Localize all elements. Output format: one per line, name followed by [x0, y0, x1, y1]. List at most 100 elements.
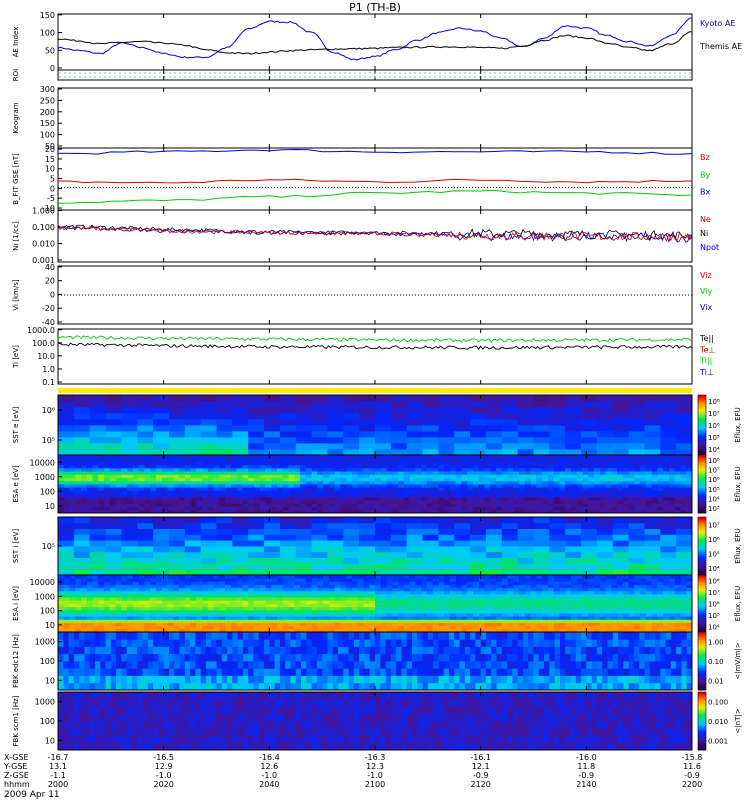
heatmap-cell [386, 587, 393, 592]
roi-dot [389, 72, 391, 74]
heatmap-cell [179, 480, 186, 485]
heatmap-cell [225, 575, 232, 579]
heatmap-cell [200, 401, 217, 408]
heatmap-cell [81, 587, 88, 592]
colorbar-cell [698, 491, 706, 495]
roi-dot [554, 76, 556, 78]
heatmap-cell [461, 587, 468, 592]
heatmap-cell [426, 575, 434, 579]
heatmap-cell [581, 407, 598, 414]
heatmap-cell [167, 613, 174, 617]
heatmap-cell [501, 584, 508, 589]
colorbar-cell [698, 445, 706, 448]
heatmap-cell [380, 609, 387, 614]
colorbar-cell [698, 405, 706, 408]
heatmap-cell [686, 506, 693, 511]
roi-dot [89, 76, 91, 78]
heatmap-cell [398, 609, 405, 614]
heatmap-cell [438, 609, 445, 614]
heatmap-cell [519, 606, 526, 611]
heatmap-cell [202, 594, 209, 598]
heatmap-cell [386, 467, 393, 472]
heatmap-cell [470, 419, 487, 426]
heatmap-cell [150, 461, 157, 466]
heatmap-cell [202, 458, 209, 462]
heatmap-cell [403, 474, 410, 478]
heatmap-cell [334, 584, 341, 589]
heatmap-cell [121, 509, 128, 514]
heatmap-cell [150, 458, 157, 462]
heatmap-cell [369, 461, 376, 466]
y-tick-label: 20 [45, 277, 55, 286]
heatmap-cell [415, 581, 422, 585]
heatmap-cell [409, 594, 416, 598]
heatmap-cell [438, 443, 455, 450]
heatmap-cell [472, 587, 480, 592]
heatmap-cell [58, 503, 65, 507]
heatmap-cell [501, 546, 519, 553]
heatmap-cell [282, 609, 289, 614]
heatmap-cell [288, 603, 295, 608]
heatmap-cell [190, 628, 197, 633]
heatmap-cell [501, 616, 508, 620]
heatmap-cell [438, 517, 455, 524]
colorbar-tick-label: 10⁶ [708, 422, 720, 430]
heatmap-cell [323, 587, 330, 592]
heatmap-cell [438, 395, 455, 402]
heatmap-cell [207, 461, 215, 466]
heatmap-cell [438, 467, 445, 472]
heatmap-cell [530, 590, 537, 595]
heatmap-cell [668, 471, 676, 475]
heatmap-cell [533, 569, 550, 576]
heatmap-cell [628, 455, 635, 459]
heatmap-cell [628, 449, 645, 456]
colorbar-cell [698, 518, 706, 522]
heatmap-cell [576, 474, 583, 478]
heatmap-cell [179, 628, 186, 633]
heatmap-cell [461, 455, 468, 459]
heatmap-cell [386, 464, 393, 469]
heatmap-cell [517, 551, 534, 558]
heatmap-cell [253, 487, 261, 491]
heatmap-cell [596, 419, 614, 426]
heatmap-cell [375, 619, 382, 623]
heatmap-cell [282, 484, 289, 488]
roi-dot [99, 72, 101, 74]
heatmap-cell [432, 477, 439, 482]
heatmap-cell [150, 471, 157, 475]
roi-dot [89, 72, 91, 74]
heatmap-cell [343, 419, 360, 426]
heatmap-cell [547, 484, 555, 488]
heatmap-cell [668, 458, 676, 462]
heatmap-cell [86, 578, 93, 582]
heatmap-cell [109, 500, 117, 504]
heatmap-cell [138, 471, 145, 475]
heatmap-cell [686, 490, 693, 495]
colorbar-cell [698, 503, 706, 506]
heatmap-cell [507, 471, 514, 475]
heatmap-cell [559, 609, 566, 614]
heatmap-cell [409, 584, 416, 589]
heatmap-cell [202, 622, 209, 627]
heatmap-cell [295, 546, 312, 553]
heatmap-cell [323, 590, 330, 595]
heatmap-cell [168, 557, 186, 564]
heatmap-cell [323, 471, 330, 475]
heatmap-cell [530, 597, 537, 601]
heatmap-cell [507, 613, 514, 617]
heatmap-cell [121, 477, 128, 482]
heatmap-cell [507, 484, 514, 488]
heatmap-cell [121, 464, 128, 469]
heatmap-cell [421, 613, 428, 617]
heatmap-cell [305, 597, 312, 601]
heatmap-cell [581, 563, 598, 570]
heatmap-cell [605, 506, 612, 511]
heatmap-cell [530, 578, 537, 582]
heatmap-cell [265, 613, 272, 617]
heatmap-cell [392, 496, 399, 501]
heatmap-cell [644, 401, 661, 408]
heatmap-cell [242, 493, 249, 498]
heatmap-cell [403, 509, 410, 514]
heatmap-cell [617, 461, 624, 466]
heatmap-cell [144, 500, 151, 504]
